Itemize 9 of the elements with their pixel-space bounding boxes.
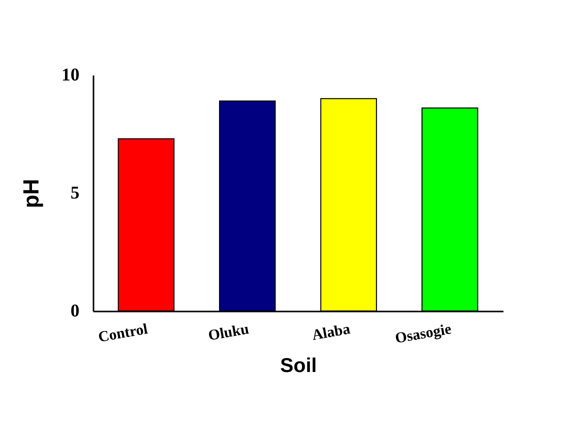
- x-axis-title: Soil: [280, 355, 317, 378]
- x-tick-label: Control: [97, 322, 149, 346]
- x-tick-label: Oluku: [207, 322, 250, 344]
- x-tick-label: Osasogie: [394, 321, 453, 348]
- y-axis-title: pH: [18, 178, 44, 208]
- y-tick-label: 5: [70, 182, 80, 202]
- y-tick-label: 10: [62, 64, 80, 84]
- y-tick-label: 0: [70, 300, 80, 320]
- x-tick-label: Alaba: [310, 321, 352, 344]
